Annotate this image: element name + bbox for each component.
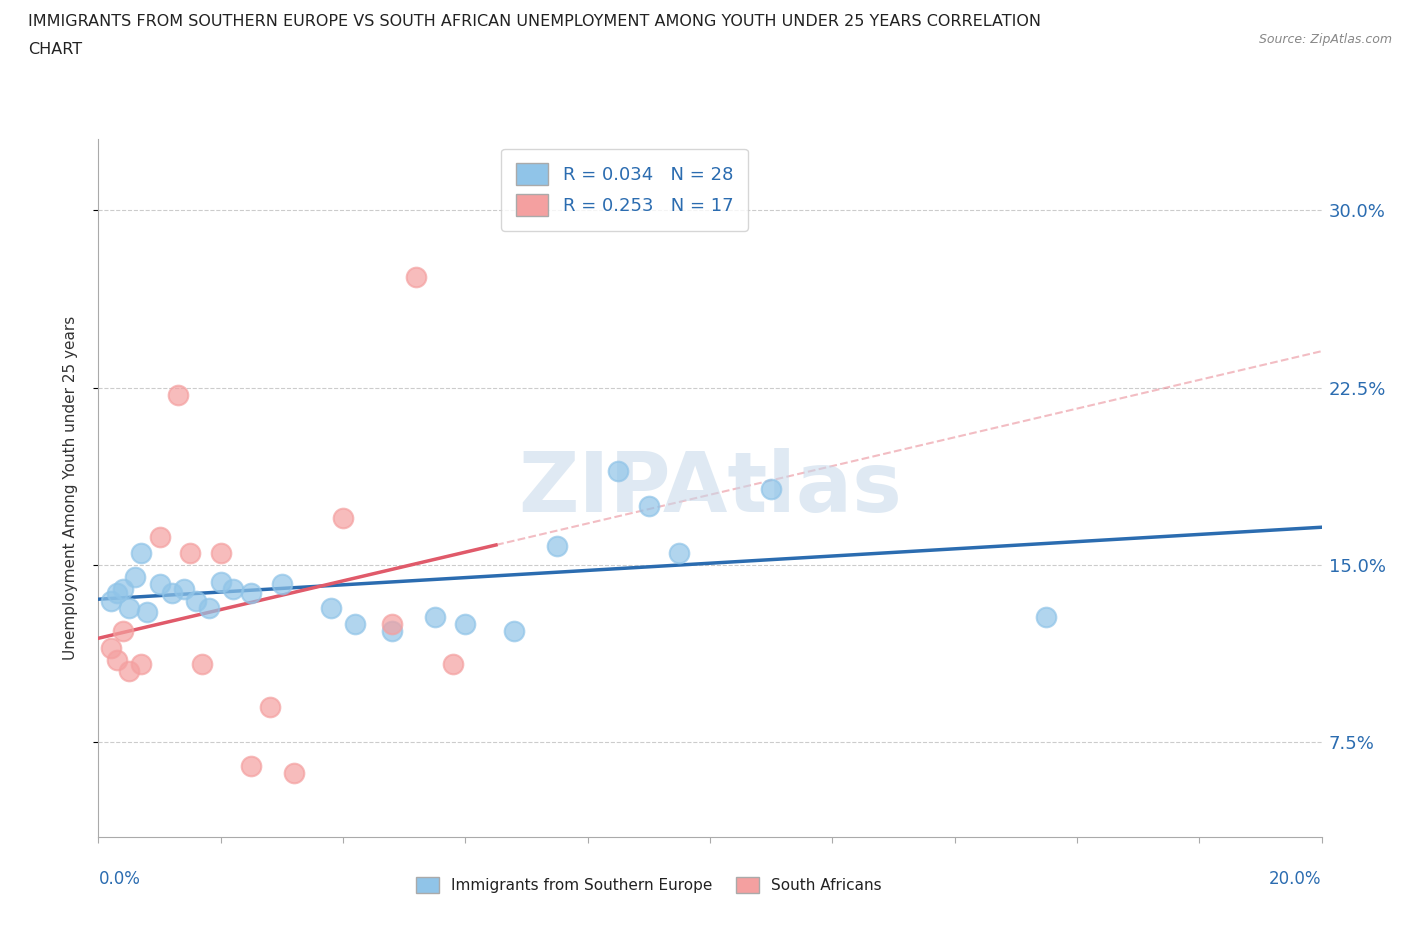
Point — [454, 617, 477, 631]
Point — [136, 604, 159, 619]
Point — [186, 593, 208, 608]
Point — [319, 600, 342, 615]
Point — [111, 581, 134, 596]
Text: CHART: CHART — [28, 42, 82, 57]
Legend: Immigrants from Southern Europe, South Africans: Immigrants from Southern Europe, South A… — [411, 870, 887, 899]
Point — [167, 388, 190, 403]
Point — [118, 600, 141, 615]
Point — [209, 546, 232, 561]
Point — [546, 538, 568, 553]
Point — [222, 581, 245, 596]
Point — [283, 765, 305, 780]
Text: ZIPAtlas: ZIPAtlas — [517, 447, 903, 529]
Point — [759, 482, 782, 497]
Point — [344, 617, 367, 631]
Point — [179, 546, 201, 561]
Point — [1035, 610, 1057, 625]
Point — [441, 657, 464, 671]
Text: 20.0%: 20.0% — [1270, 870, 1322, 887]
Point — [129, 657, 152, 671]
Point — [111, 624, 134, 639]
Point — [405, 269, 427, 284]
Point — [105, 586, 128, 601]
Point — [668, 546, 690, 561]
Point — [100, 641, 122, 656]
Point — [173, 581, 195, 596]
Point — [191, 657, 214, 671]
Point — [197, 600, 219, 615]
Y-axis label: Unemployment Among Youth under 25 years: Unemployment Among Youth under 25 years — [63, 316, 77, 660]
Point — [332, 511, 354, 525]
Point — [149, 529, 172, 544]
Point — [129, 546, 152, 561]
Point — [105, 652, 128, 667]
Point — [118, 664, 141, 679]
Point — [240, 586, 263, 601]
Point — [270, 577, 292, 591]
Text: IMMIGRANTS FROM SOUTHERN EUROPE VS SOUTH AFRICAN UNEMPLOYMENT AMONG YOUTH UNDER : IMMIGRANTS FROM SOUTHERN EUROPE VS SOUTH… — [28, 14, 1040, 29]
Point — [124, 569, 146, 584]
Point — [240, 759, 263, 774]
Point — [423, 610, 446, 625]
Text: 0.0%: 0.0% — [98, 870, 141, 887]
Text: Source: ZipAtlas.com: Source: ZipAtlas.com — [1258, 33, 1392, 46]
Point — [100, 593, 122, 608]
Point — [607, 463, 630, 478]
Point — [259, 699, 281, 714]
Point — [381, 624, 404, 639]
Point — [503, 624, 526, 639]
Point — [160, 586, 183, 601]
Point — [381, 617, 404, 631]
Point — [149, 577, 172, 591]
Point — [209, 574, 232, 589]
Point — [637, 498, 661, 513]
